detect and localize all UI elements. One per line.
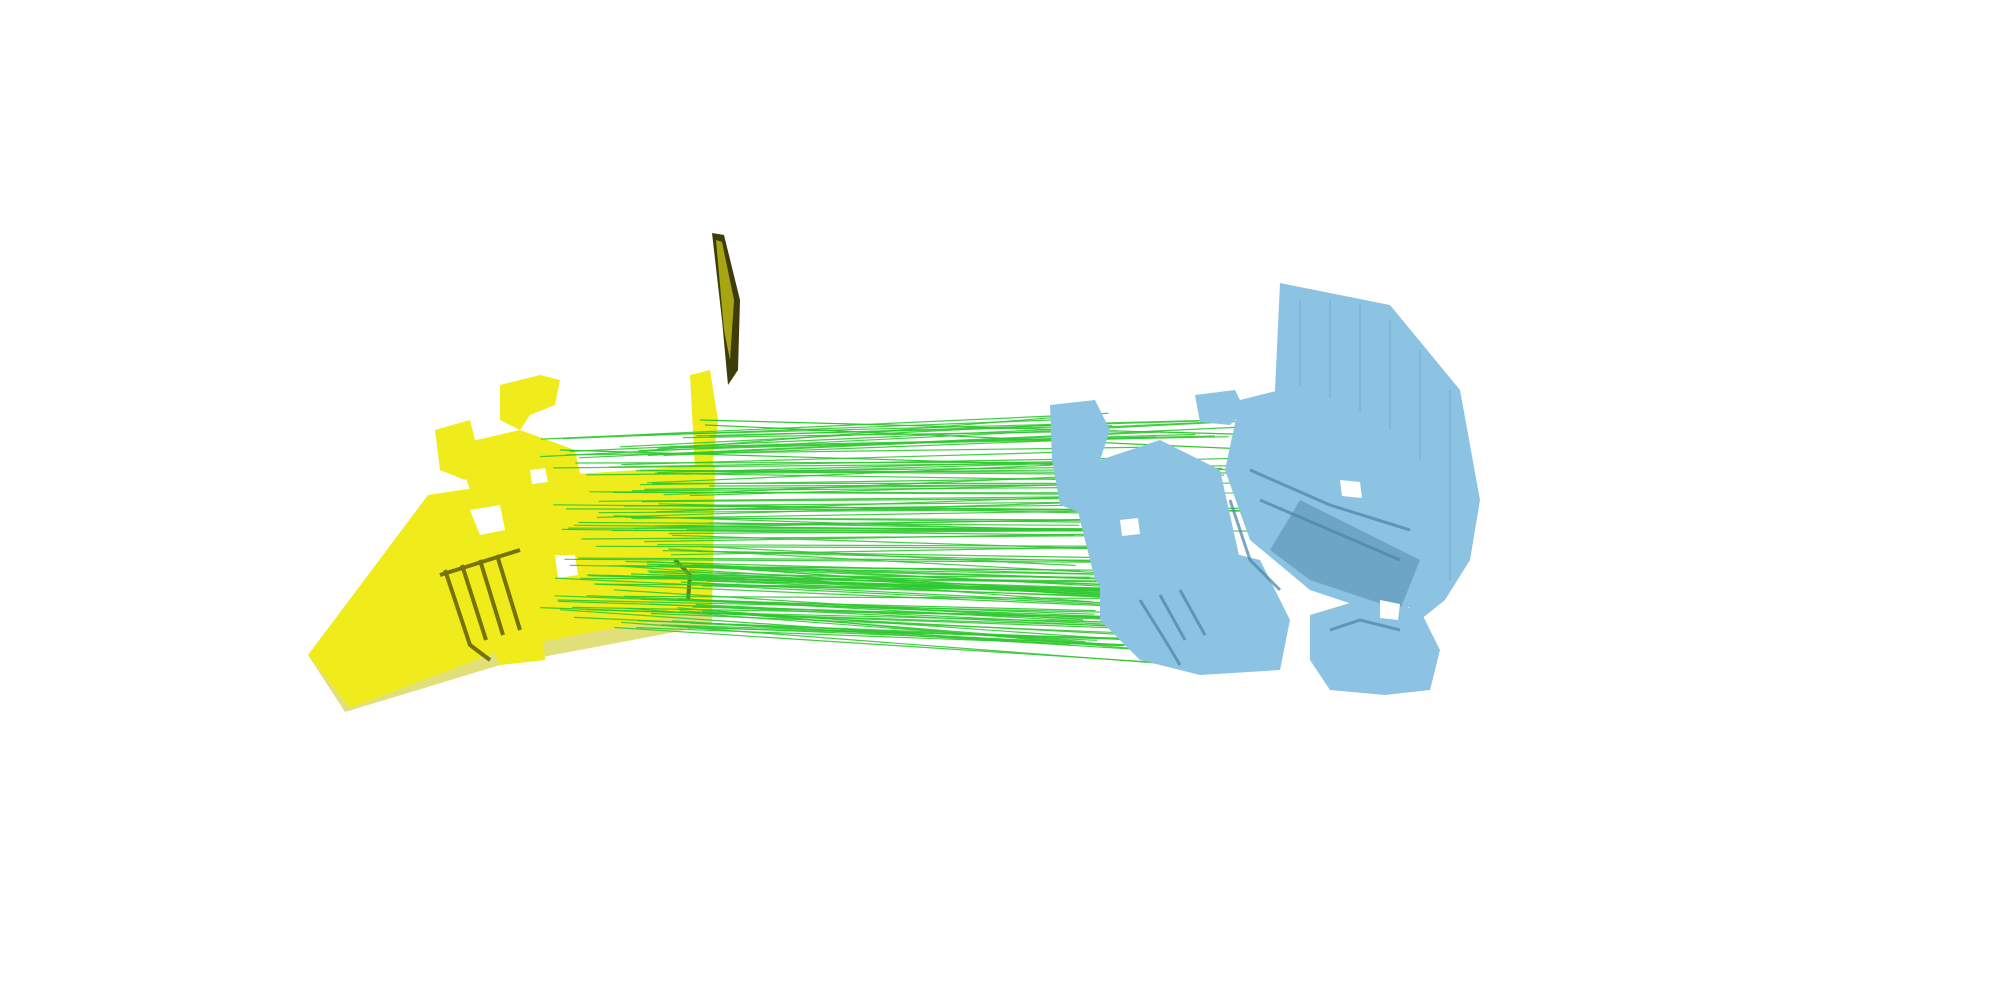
- source-chair-details: [439, 548, 693, 662]
- correspondence-line: [589, 491, 1144, 496]
- correspondence-line: [626, 607, 1113, 646]
- target-cabinet-shade: [1270, 500, 1420, 610]
- source-chair-left: [430, 520, 545, 665]
- correspondence-line: [540, 413, 1089, 440]
- correspondence-line: [624, 501, 1084, 507]
- target-point-cloud: [1050, 283, 1480, 695]
- correspondence-line: [569, 421, 1221, 452]
- correspondence-line: [613, 589, 1084, 621]
- correspondence-line: [674, 564, 1093, 594]
- correspondence-line: [562, 528, 1075, 536]
- source-lamp: [435, 420, 480, 480]
- correspondence-line: [682, 430, 1118, 439]
- correspondence-line: [636, 627, 1124, 647]
- source-wall-strip-highlight: [716, 240, 734, 360]
- target-front-objects: [1310, 600, 1440, 695]
- target-cloud-holes: [1120, 480, 1400, 620]
- correspondence-line: [540, 607, 1150, 630]
- correspondence-line: [554, 577, 1152, 608]
- correspondence-line: [637, 620, 1110, 640]
- correspondence-line: [709, 484, 1091, 487]
- correspondence-line: [692, 606, 1180, 620]
- correspondence-line: [620, 621, 1175, 665]
- correspondence-line: [608, 565, 1081, 571]
- correspondence-line: [586, 595, 1095, 615]
- target-cloud-details: [1138, 468, 1411, 666]
- correspondence-line: [701, 546, 1076, 567]
- correspondence-line: [633, 518, 1091, 529]
- correspondence-line: [588, 575, 1135, 596]
- source-top-objects: [500, 375, 560, 430]
- correspondence-line: [708, 420, 1199, 437]
- correspondence-line: [657, 544, 1150, 548]
- correspondence-line: [680, 581, 1117, 604]
- correspondence-lines: [540, 412, 1461, 670]
- correspondence-line: [702, 576, 1107, 594]
- correspondence-line: [554, 595, 1193, 621]
- target-chairs: [1100, 540, 1290, 675]
- source-cloud-holes: [470, 468, 578, 578]
- target-top-objects: [1195, 390, 1245, 425]
